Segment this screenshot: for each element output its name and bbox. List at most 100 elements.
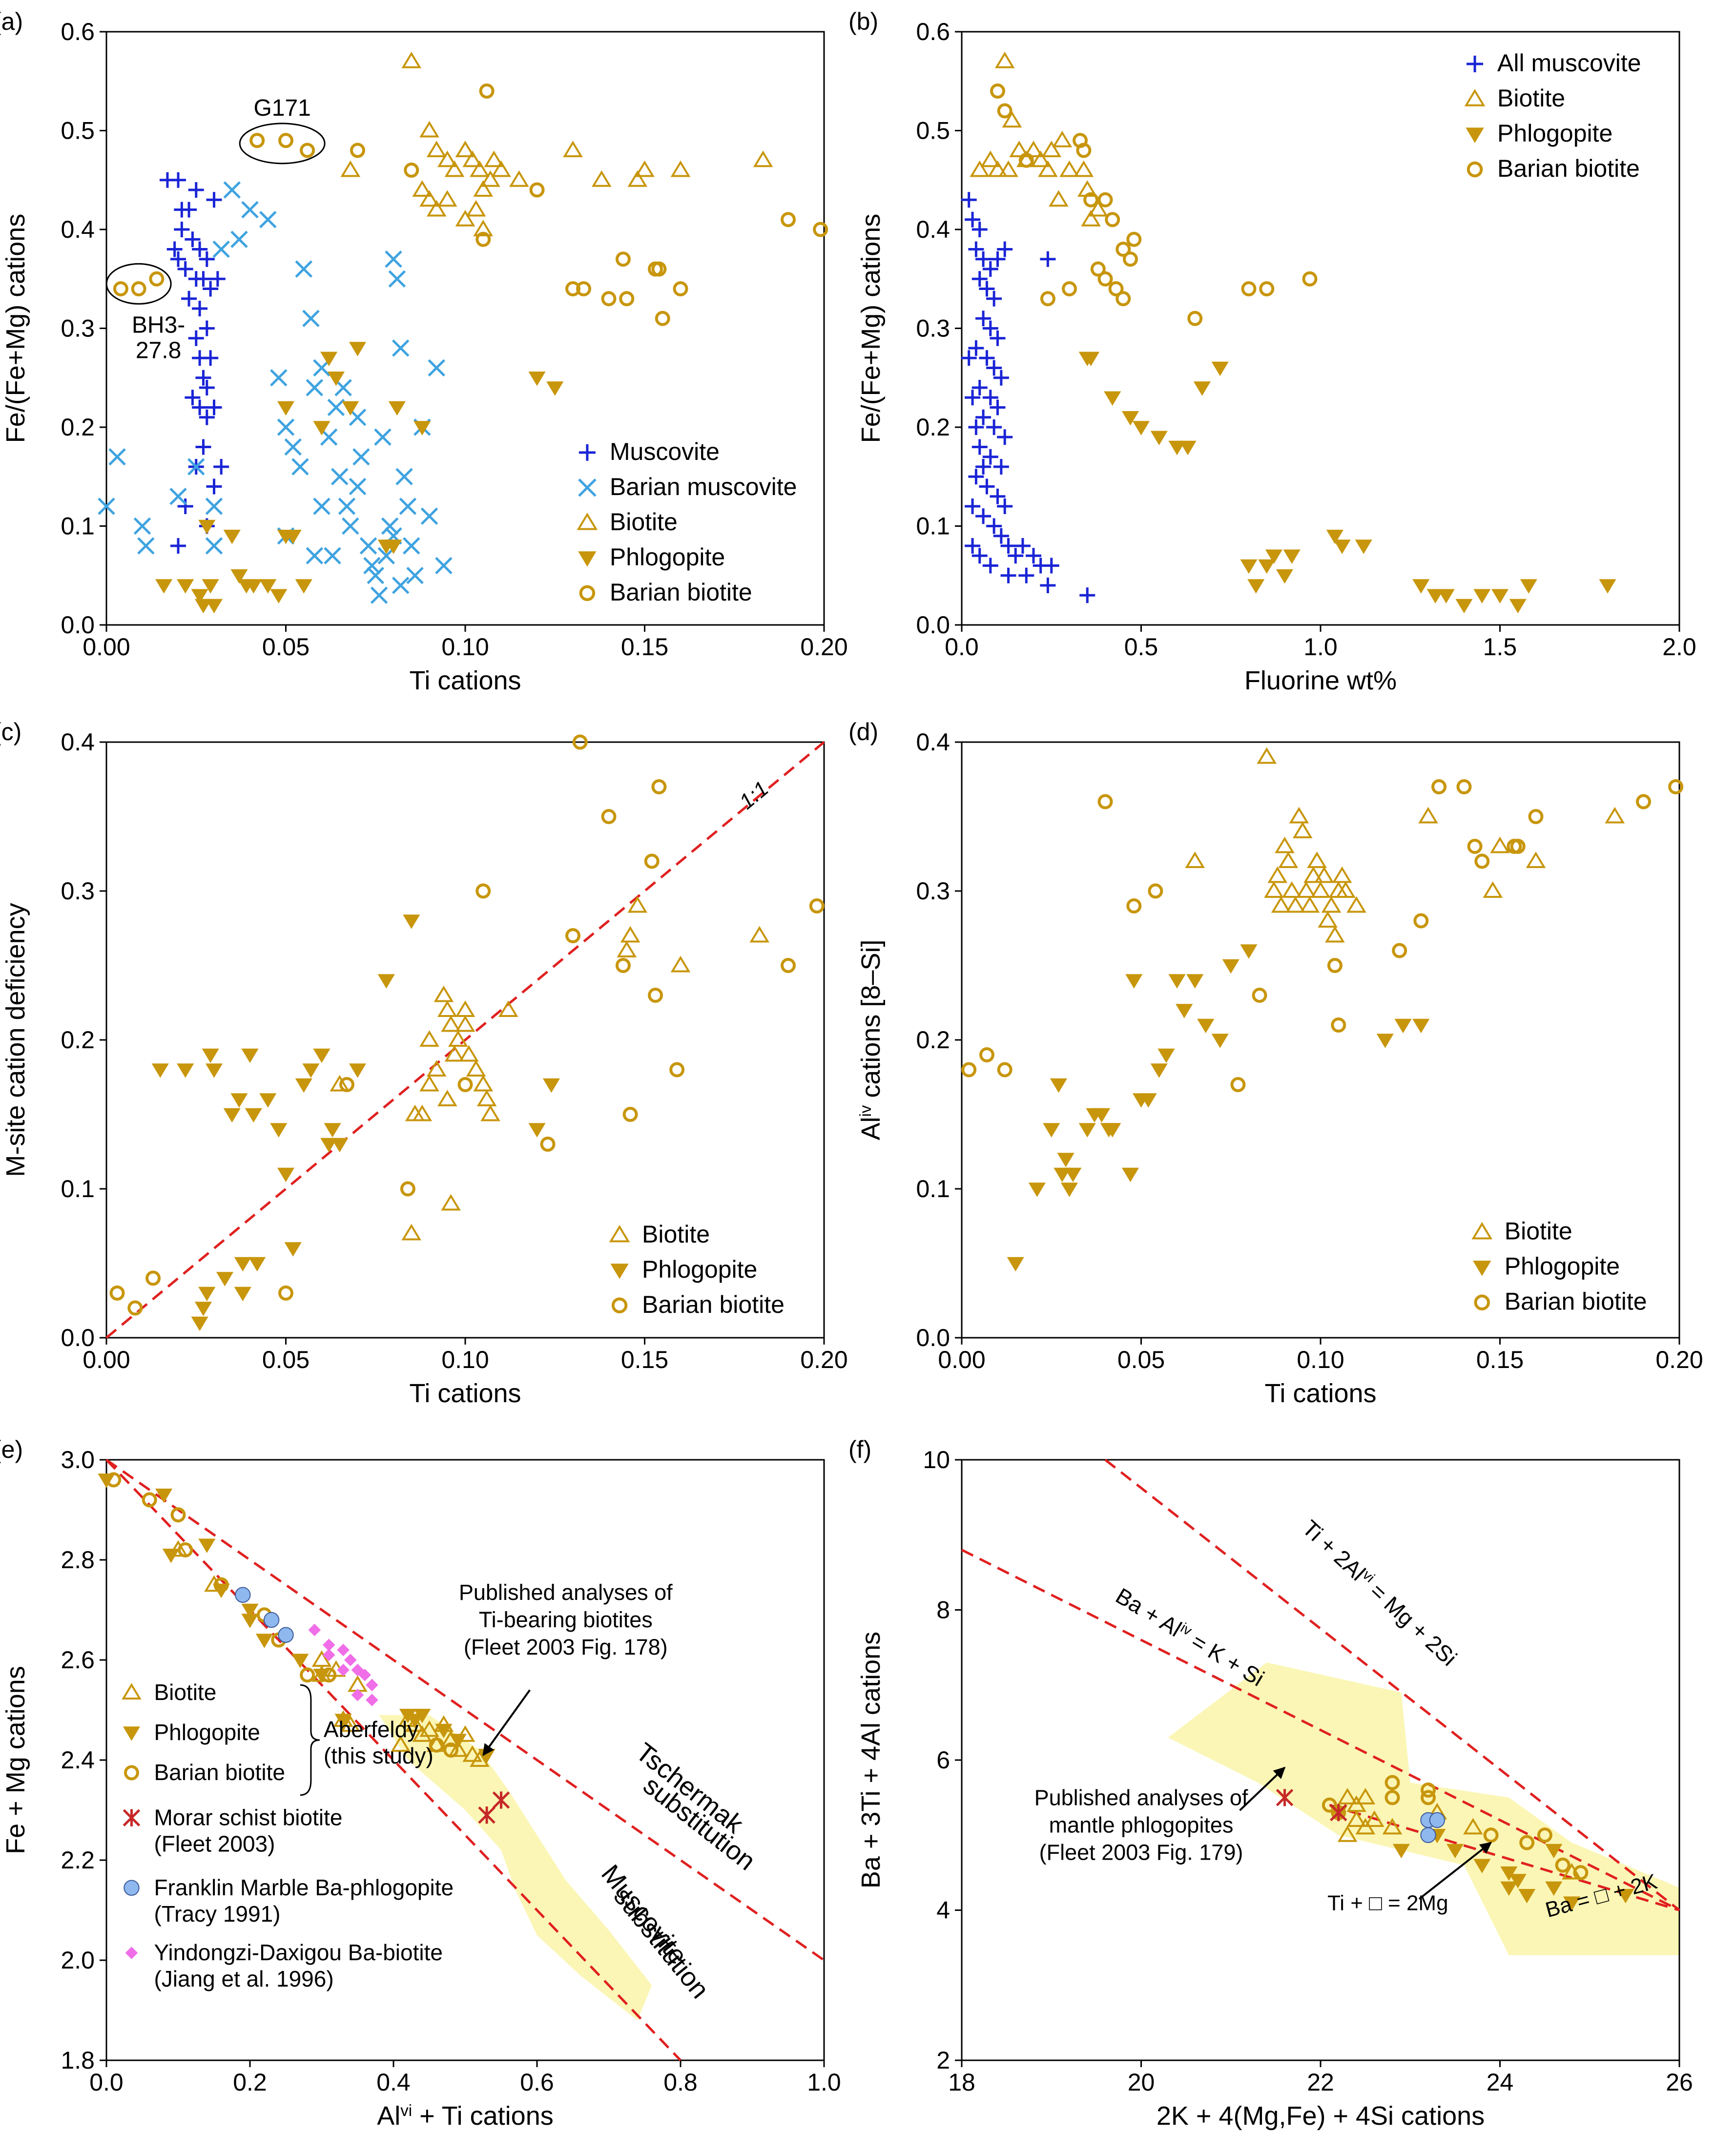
data-point <box>291 458 309 476</box>
data-point <box>1040 251 1056 267</box>
data-point <box>1252 988 1267 1003</box>
data-point <box>990 330 1006 346</box>
x-axis: 18 20 22 24 26 <box>948 2060 1693 2096</box>
data-point <box>528 371 546 386</box>
data-point <box>195 271 211 287</box>
x-tick-label: 0.00 <box>83 633 130 661</box>
data-point <box>997 241 1013 257</box>
panel-label: (c) <box>0 718 21 746</box>
data-point <box>1150 431 1168 446</box>
data-point <box>177 1063 194 1078</box>
data-point <box>673 281 688 296</box>
y-axis-label: Fe/(Fe+Mg) cations <box>1 214 30 443</box>
data-point <box>388 401 406 416</box>
series-biotite <box>330 896 770 1241</box>
data-point <box>359 537 377 555</box>
data-point <box>320 1138 338 1153</box>
data-point <box>1018 152 1034 168</box>
data-point <box>1292 822 1313 838</box>
y-tick-label: 3.0 <box>61 1446 95 1473</box>
data-point <box>1148 883 1163 899</box>
legend-label-source: (Tracy 1991) <box>154 1901 280 1927</box>
data-point <box>975 251 992 267</box>
data-point <box>277 401 295 416</box>
data-point <box>1421 1783 1436 1798</box>
data-point <box>961 192 977 208</box>
y-axis-label: M-site cation deficiency <box>1 903 30 1177</box>
legend-label: Biotite <box>154 1679 216 1705</box>
data-point <box>1126 898 1142 913</box>
data-point <box>1176 1004 1193 1018</box>
y-tick-label: 8 <box>936 1596 950 1624</box>
data-point <box>1008 548 1024 564</box>
data-point <box>342 517 359 535</box>
series-phlogopite <box>1330 1806 1634 1911</box>
annotation-published: Published analyses of <box>1034 1785 1248 1810</box>
annotation-arrow <box>482 1689 531 1756</box>
data-point <box>327 371 345 386</box>
data-point <box>155 1488 173 1503</box>
data-point <box>1283 549 1301 564</box>
data-point <box>781 958 796 973</box>
data-point <box>402 537 420 555</box>
data-point <box>350 143 365 158</box>
series-barian-biotite <box>109 734 825 1316</box>
data-point <box>651 779 667 794</box>
data-point <box>1384 1790 1400 1805</box>
x-tick-label: 0.2 <box>233 2069 267 2096</box>
data-point <box>1412 1018 1430 1034</box>
data-point <box>1500 1866 1518 1881</box>
data-point <box>990 83 1005 99</box>
data-point <box>1446 1844 1464 1859</box>
data-point <box>216 1272 234 1286</box>
data-point <box>975 459 992 475</box>
data-point <box>127 1300 143 1316</box>
data-point <box>334 1714 352 1728</box>
legend-marker <box>125 1947 138 1959</box>
data-point <box>351 1688 364 1701</box>
y-tick-label: 2.2 <box>61 1846 95 1874</box>
y-axis-label: Ba + 3Ti + 4Al cations <box>856 1632 886 1888</box>
data-point <box>108 448 126 466</box>
data-point <box>615 251 631 267</box>
data-point <box>1392 943 1407 958</box>
data-point <box>363 557 381 575</box>
series-barian-muscovite <box>98 181 453 604</box>
data-point <box>192 301 208 316</box>
data-point <box>188 330 204 346</box>
data-point <box>306 547 324 565</box>
data-point <box>331 468 349 486</box>
text-span: cations [8–Si] <box>856 939 886 1105</box>
data-point <box>404 163 419 178</box>
data-point <box>1050 1078 1068 1093</box>
data-point <box>302 1063 320 1078</box>
legend-label: Barian muscovite <box>610 473 797 500</box>
data-point <box>419 121 439 138</box>
annotation-bh3: BH3- <box>132 312 185 338</box>
data-point <box>352 448 370 466</box>
data-point <box>205 498 223 515</box>
published-field <box>379 1715 652 2020</box>
data-point <box>563 141 583 157</box>
data-point <box>644 853 660 869</box>
x-tick-label: 0.10 <box>441 1346 489 1373</box>
data-point <box>1418 807 1438 824</box>
data-point <box>170 251 186 267</box>
data-point <box>133 517 151 535</box>
data-point <box>1222 959 1240 974</box>
data-point <box>1267 866 1288 883</box>
data-point <box>1043 1123 1060 1138</box>
data-point <box>202 579 219 594</box>
data-point <box>340 1715 361 1732</box>
data-point <box>1002 111 1022 128</box>
y-tick-label: 0.2 <box>61 1026 95 1054</box>
data-point <box>169 487 187 505</box>
y-tick-label: 10 <box>923 1446 950 1473</box>
data-point <box>1093 1108 1111 1123</box>
data-point <box>1240 944 1258 959</box>
data-point <box>441 1015 461 1032</box>
data-point <box>669 1062 685 1078</box>
data-point <box>993 370 1009 386</box>
data-point <box>1104 1123 1121 1138</box>
data-point <box>620 926 641 943</box>
